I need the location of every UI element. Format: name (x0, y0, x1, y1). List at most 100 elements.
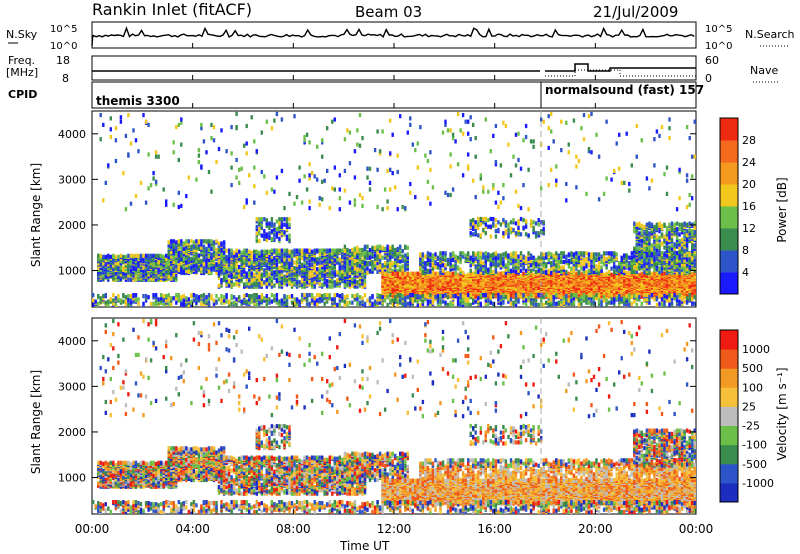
heatmap-cell (180, 242, 183, 247)
heatmap-cell (333, 261, 336, 266)
heatmap-cell (303, 248, 306, 253)
heatmap-cell (217, 248, 221, 253)
heatmap-cell (142, 265, 145, 270)
heatmap-cell (172, 260, 175, 265)
heatmap-cell (381, 289, 384, 294)
heatmap-cell (404, 255, 407, 260)
heatmap-cell (275, 219, 279, 224)
heatmap-cell (341, 257, 344, 262)
heatmap-cell (190, 267, 193, 272)
heatmap-cell (597, 274, 601, 280)
heatmap-cell (323, 251, 326, 256)
heatmap-cell (532, 272, 535, 277)
heatmap-cell (371, 260, 374, 265)
heatmap-cell (180, 250, 183, 255)
heatmap-cell (285, 273, 289, 278)
heatmap-cell (175, 245, 178, 250)
heatmap-cell (331, 266, 334, 271)
heatmap-cell (195, 258, 198, 264)
heatmap-cell (250, 279, 253, 284)
heatmap-cell (348, 258, 352, 264)
heatmap-cell (170, 276, 173, 281)
heatmap-cell (273, 231, 276, 236)
heatmap-cell (258, 282, 261, 287)
heatmap-cell (248, 275, 251, 280)
heatmap-cell (132, 265, 135, 270)
heatmap-cell (162, 276, 165, 281)
heatmap-cell (602, 276, 606, 281)
heatmap-cell (567, 281, 571, 286)
heatmap-cell (109, 254, 112, 259)
heatmap-cell (363, 281, 367, 286)
heatmap-cell (399, 265, 402, 270)
heatmap-cell (358, 274, 362, 279)
heatmap-cell (592, 272, 596, 277)
heatmap-cell (197, 246, 201, 251)
heatmap-cell (293, 266, 296, 271)
heatmap-cell (469, 282, 472, 287)
heatmap-cell (270, 284, 274, 289)
heatmap-cell (290, 249, 294, 254)
heatmap-cell (522, 271, 525, 276)
heatmap-cell (270, 248, 274, 253)
heatmap-cell (180, 239, 183, 244)
heatmap-cell (270, 281, 274, 286)
heatmap-cell (565, 282, 568, 287)
heatmap-cell (253, 272, 256, 277)
heatmap-cell (363, 264, 367, 269)
heatmap-cell (439, 274, 442, 280)
heatmap-cell (358, 260, 362, 265)
heatmap-cell (308, 248, 311, 253)
heatmap-cell (341, 248, 344, 253)
heatmap-cell (366, 270, 369, 276)
heatmap-cell (278, 255, 281, 260)
heatmap-cell (288, 275, 291, 280)
heatmap-cell (288, 280, 291, 285)
heatmap-cell (97, 259, 100, 264)
heatmap-cell (180, 266, 183, 271)
heatmap-cell (451, 283, 455, 288)
heatmap-cell (376, 244, 379, 249)
heatmap-cell (182, 268, 185, 273)
heatmap-cell (185, 251, 188, 256)
heatmap-cell (119, 263, 123, 268)
heatmap-cell (245, 276, 248, 282)
heatmap-cell (331, 284, 334, 289)
heatmap-cell (260, 224, 263, 229)
heatmap-cell (351, 261, 354, 266)
heatmap-cell (441, 286, 445, 292)
heatmap-cell (238, 264, 241, 270)
heatmap-cell (205, 258, 208, 264)
heatmap-cell (449, 286, 452, 292)
heatmap-cell (280, 248, 284, 253)
heatmap-cell (177, 264, 180, 269)
heatmap-cell (321, 267, 324, 272)
heatmap-cell (197, 242, 201, 247)
date-title: 21/Jul/2009 (593, 3, 678, 21)
heatmap-cell (595, 280, 598, 285)
heatmap-cell (472, 271, 475, 276)
heatmap-cell (260, 222, 263, 227)
heatmap-cell (210, 252, 213, 257)
heatmap-cell (290, 259, 294, 264)
heatmap-cell (333, 271, 336, 276)
heatmap-cell (298, 264, 301, 270)
heatmap-cell (341, 266, 344, 271)
heatmap-cell (288, 249, 291, 254)
heatmap-cell (394, 247, 397, 253)
heatmap-cell (537, 271, 540, 276)
heatmap-cell (288, 264, 291, 270)
heatmap-cell (351, 268, 354, 273)
heatmap-cell (404, 282, 407, 287)
heatmap-cell (180, 253, 183, 258)
heatmap-cell (278, 224, 281, 229)
heatmap-cell (165, 261, 168, 266)
heatmap-cell (253, 261, 256, 266)
heatmap-cell (336, 248, 339, 253)
heatmap-cell (381, 263, 384, 268)
heatmap-cell (366, 266, 369, 271)
heatmap-cell (640, 271, 643, 276)
heatmap-cell (215, 270, 218, 276)
heatmap-cell (185, 265, 188, 270)
heatmap-cell (305, 268, 309, 273)
